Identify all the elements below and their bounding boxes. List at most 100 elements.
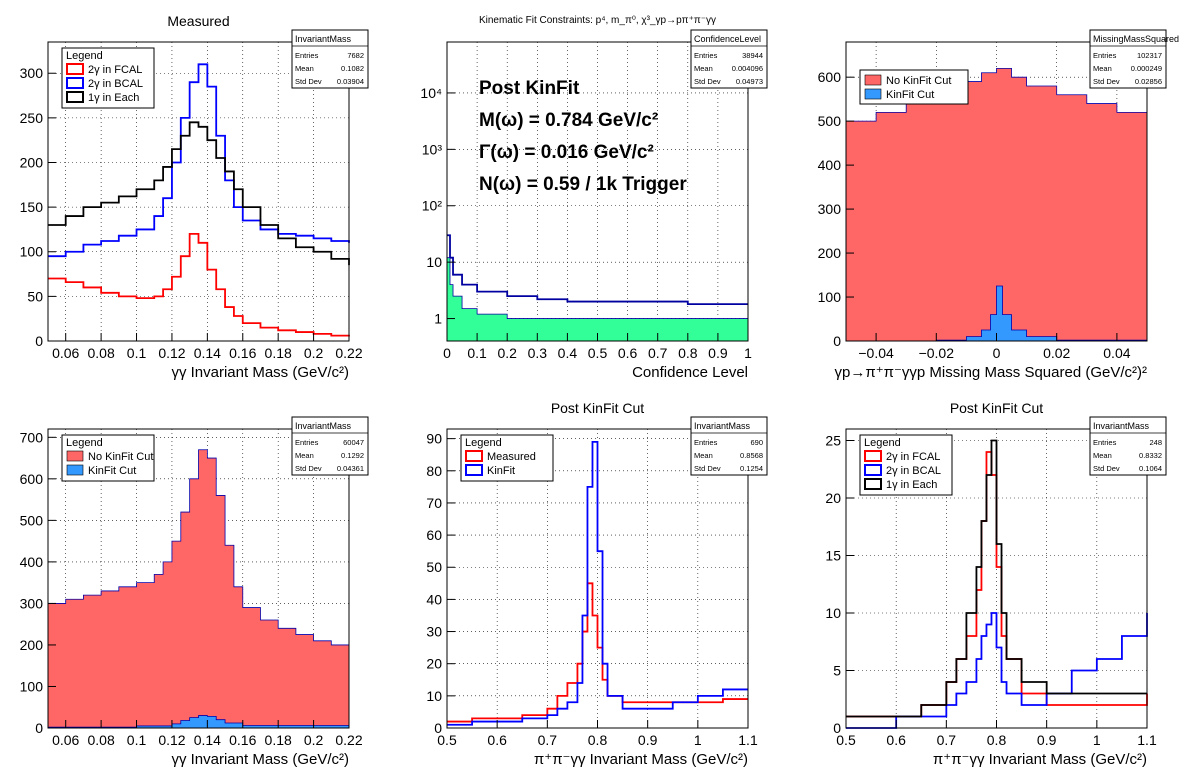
x-tick-label: 0.1 (127, 345, 147, 361)
y-tick-label: 0 (35, 720, 43, 736)
legend-entry: Measured (487, 451, 536, 463)
x-tick-label: 0.8 (987, 732, 1007, 748)
stats-value: 0.000249 (1131, 64, 1162, 73)
legend-title: Legend (66, 437, 103, 449)
x-tick-label: 0.2 (304, 732, 324, 748)
y-tick-label: 500 (818, 113, 842, 129)
annotation-2: M(ω) = 0.784 GeV/c² (479, 110, 658, 131)
stats-box: InvariantMass Entries 690 Mean 0.8568 Std Dev… (690, 416, 768, 476)
legend-swatch (864, 464, 882, 476)
stats-value: 38944 (742, 51, 763, 60)
x-tick-label: 0.04 (1103, 345, 1130, 361)
stats-box-frame (291, 416, 369, 476)
x-tick-label: 0.12 (158, 345, 185, 361)
y-tick-label: 5 (833, 663, 841, 679)
stats-value: 248 (1149, 438, 1162, 447)
legend: Legend 2γ in FCAL 2γ in BCAL 1γ in Each (61, 47, 155, 109)
chart-panel-1: 0.06 0.08 0.1 0.12 0.14 0.16 0.18 0.2 0.22 0 50 100… (20, 13, 369, 381)
legend-entry: 2γ in BCAL (88, 78, 143, 90)
x-axis-label: π⁺π⁻γγ Invariant Mass (GeV/c²) (933, 751, 1147, 768)
stats-name: InvariantMass (1093, 421, 1150, 431)
y-tick-label: 50 (426, 559, 442, 575)
x-tick-label: 0.1 (467, 345, 487, 361)
stats-name: InvariantMass (694, 421, 751, 431)
stats-label: Std Dev (694, 77, 721, 86)
y-tick-label: 200 (20, 637, 44, 653)
x-tick-label: 0 (993, 345, 1001, 361)
y-tick-label: 25 (825, 433, 841, 449)
y-tick-label: 300 (20, 595, 44, 611)
x-tick-label: −0.04 (858, 345, 894, 361)
stats-value: 102317 (1137, 51, 1162, 60)
x-tick-label: 0.08 (87, 732, 114, 748)
series-line-2 (447, 440, 748, 726)
y-tick-label: 0 (35, 333, 43, 349)
x-axis-label: γp→π⁺π⁻γγp Missing Mass Squared (GeV/c²)… (835, 364, 1147, 381)
x-tick-label: 0.08 (87, 345, 114, 361)
x-tick-label: 0.06 (52, 345, 79, 361)
legend-title: Legend (864, 437, 901, 449)
annotation-3: Γ(ω) = 0.016 GeV/c² (479, 142, 654, 163)
x-tick-label: 0 (443, 345, 451, 361)
legend-swatch (66, 91, 84, 103)
y-tick-label: 1 (434, 311, 442, 327)
stats-box: MissingMassSquared Entries 102317 Mean 0.000… (1089, 29, 1179, 89)
stats-value: 60047 (343, 438, 364, 447)
y-tick-label: 70 (426, 495, 442, 511)
stats-label: Entries (694, 51, 718, 60)
y-tick-label: 200 (20, 154, 44, 170)
y-tick-label: 50 (27, 288, 43, 304)
y-tick-label: 100 (20, 244, 44, 260)
x-tick-label: 1 (1093, 732, 1101, 748)
stats-box-frame (1089, 29, 1167, 89)
x-tick-label: −0.02 (919, 345, 955, 361)
x-axis-label: Confidence Level (632, 364, 748, 381)
series-fill-1 (47, 449, 350, 729)
legend-swatch (864, 478, 882, 490)
x-tick-label: 0.7 (937, 732, 957, 748)
x-tick-label: 0.6 (618, 345, 638, 361)
x-tick-label: 0.9 (708, 345, 728, 361)
x-tick-label: 0.1 (127, 732, 147, 748)
legend-swatch (864, 450, 882, 462)
y-tick-label: 10² (422, 198, 443, 214)
legend-entry: 1γ in Each (88, 92, 139, 104)
stats-label: Entries (295, 438, 319, 447)
x-tick-label: 0.9 (638, 732, 658, 748)
y-tick-label: 0 (833, 720, 841, 736)
chart-panel-5: 0.5 0.6 0.7 0.8 0.9 1 1.1 0 10 20 30 40 50 60 70 80 90 Po… (426, 400, 768, 768)
y-tick-label: 200 (818, 245, 842, 261)
x-axis-label: γγ Invariant Mass (GeV/c²) (171, 751, 349, 768)
stats-label: Entries (295, 51, 319, 60)
x-tick-label: 0.02 (1043, 345, 1070, 361)
y-tick-label: 300 (818, 201, 842, 217)
stats-label: Entries (694, 438, 718, 447)
x-tick-label: 0.14 (194, 345, 221, 361)
x-tick-label: 1 (694, 732, 702, 748)
annotation-1: Post KinFit (479, 78, 580, 99)
series-line-3 (846, 439, 1147, 718)
x-tick-label: 0.6 (487, 732, 507, 748)
x-tick-label: 0.7 (648, 345, 668, 361)
legend-swatch (66, 77, 84, 89)
stats-label: Std Dev (1093, 77, 1120, 86)
y-tick-label: 400 (20, 554, 44, 570)
series-line-3 (48, 121, 350, 266)
legend: Legend Measured KinFit (460, 434, 554, 482)
legend-swatch (465, 450, 483, 462)
stats-label: Mean (295, 64, 314, 73)
y-tick-label: 500 (20, 512, 44, 528)
legend-swatch (465, 464, 483, 476)
chart-panel-2: 0 0.1 0.2 0.3 0.4 0.5 0.6 0.7 0.8 0.9 1 1 10 10² 10³ 10… (420, 15, 768, 381)
series-line-2 (846, 612, 1148, 729)
x-tick-label: 0.12 (158, 732, 185, 748)
y-tick-label: 10⁴ (420, 85, 442, 101)
series-fill-1 (845, 67, 1148, 342)
y-tick-label: 600 (20, 471, 44, 487)
series-line-1 (447, 582, 748, 723)
x-tick-label: 0.2 (497, 345, 517, 361)
stats-value: 0.02856 (1135, 77, 1162, 86)
series-line-1 (447, 234, 748, 306)
y-tick-label: 90 (426, 431, 442, 447)
x-tick-label: 0.4 (558, 345, 578, 361)
